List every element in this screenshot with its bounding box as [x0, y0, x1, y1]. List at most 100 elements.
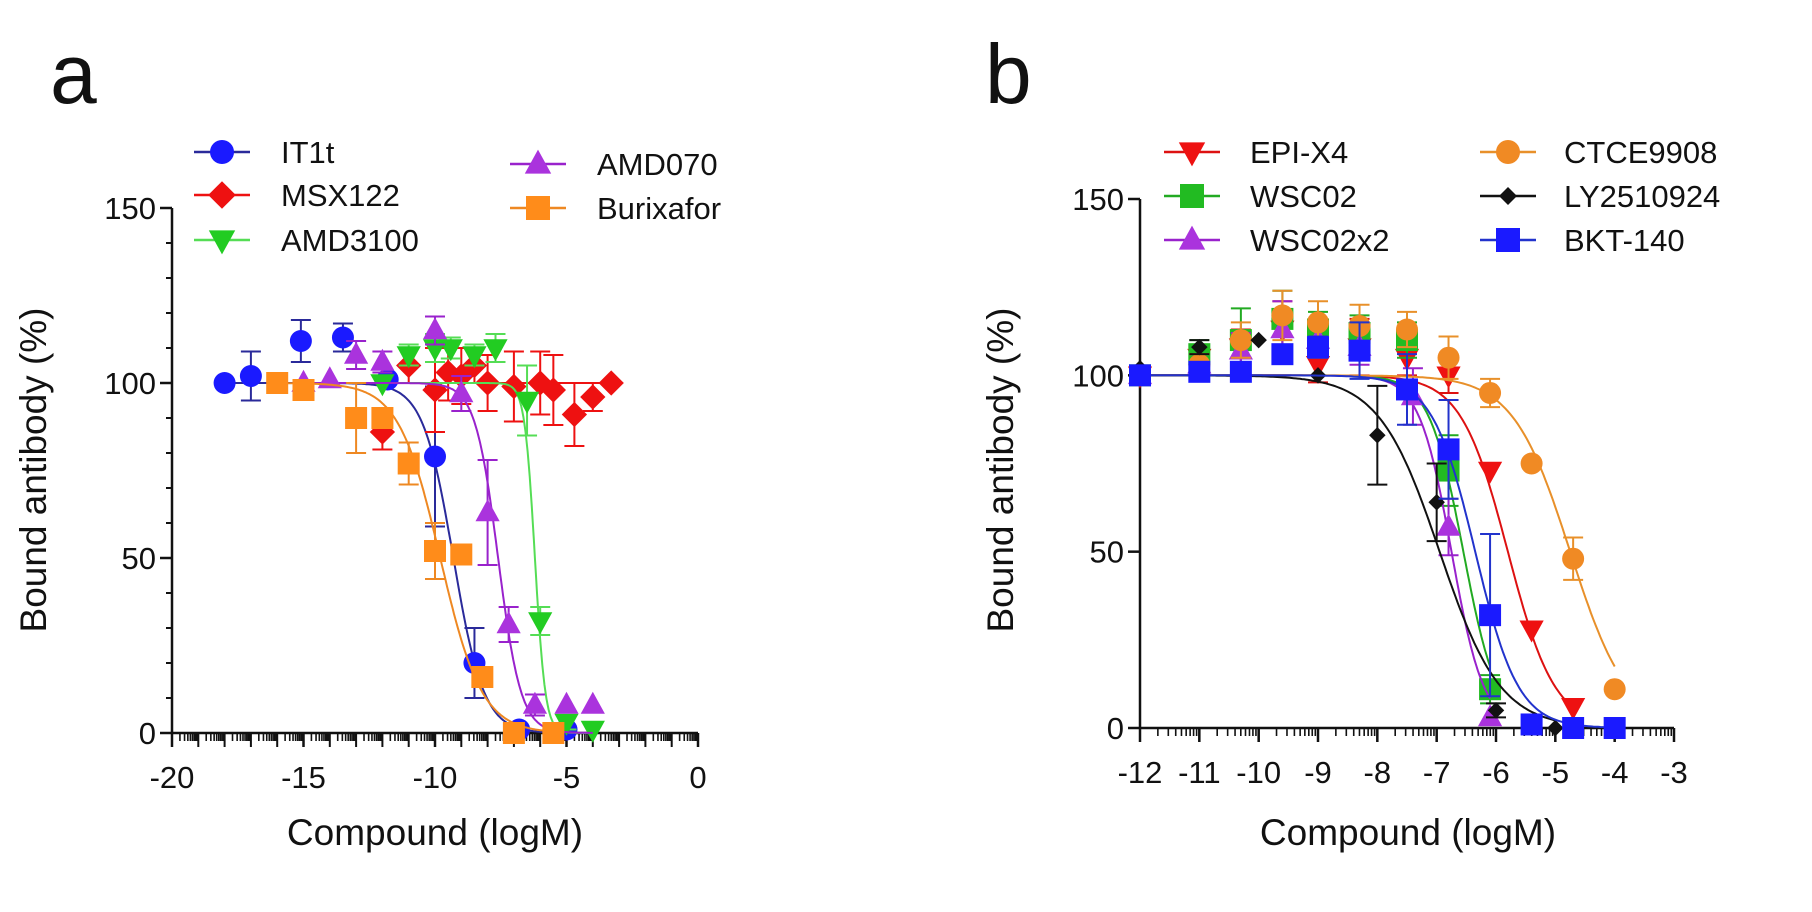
legend-label: CTCE9908: [1564, 135, 1717, 170]
data-point: [345, 407, 368, 429]
fit-curve: [1140, 374, 1574, 709]
data-point: [1479, 381, 1502, 404]
x-tick-label: -15: [281, 760, 326, 795]
legend-entry: MSX122: [194, 178, 400, 213]
y-tick-label: 0: [139, 716, 156, 751]
data-point: [522, 691, 548, 714]
legend-marker: [210, 140, 234, 164]
legend-entry: BKT-140: [1480, 223, 1685, 258]
data-point: [1603, 717, 1626, 739]
data-point: [554, 713, 579, 736]
x-tick-label: -10: [413, 760, 458, 795]
data-point: [528, 612, 553, 635]
x-tick-label: -5: [553, 760, 581, 795]
x-tick-label: -8: [1364, 755, 1392, 790]
data-point: [1437, 438, 1460, 461]
data-point: [450, 543, 473, 566]
data-point: [554, 691, 579, 714]
data-point: [1229, 360, 1252, 383]
data-point: [1307, 336, 1329, 359]
data-point: [483, 339, 508, 362]
legend-marker: [208, 181, 236, 209]
fit-curve: [303, 382, 593, 734]
data-point: [1348, 339, 1371, 362]
x-tick-label: -3: [1660, 755, 1688, 790]
data-point: [580, 384, 606, 410]
data-point: [396, 346, 421, 369]
data-point: [370, 374, 395, 397]
y-tick-label: 150: [1072, 182, 1124, 217]
data-point: [542, 722, 565, 744]
data-point: [1229, 329, 1252, 352]
data-point: [462, 346, 487, 369]
data-point: [1191, 338, 1208, 356]
data-point: [1562, 717, 1585, 739]
data-point: [471, 666, 494, 688]
data-point: [1520, 452, 1543, 475]
data-point: [1477, 704, 1503, 727]
data-point: [266, 372, 289, 394]
legend-entry: Burixafor: [510, 191, 721, 226]
legend-label: AMD3100: [281, 223, 419, 258]
y-tick-label: 100: [104, 366, 156, 401]
data-point: [1307, 311, 1329, 334]
x-tick-label: -9: [1304, 755, 1332, 790]
y-tick-label: 0: [1107, 711, 1124, 746]
data-point: [580, 720, 605, 743]
data-point: [1250, 331, 1267, 349]
data-point: [239, 365, 262, 387]
data-point: [1561, 698, 1586, 721]
data-point: [540, 377, 566, 403]
x-tick-label: -4: [1601, 755, 1629, 790]
y-axis-title: Bound antibody (%): [13, 308, 54, 633]
x-tick-label: -10: [1236, 755, 1281, 790]
series-bkt-140: [1129, 321, 1626, 739]
legend-entry: AMD070: [510, 147, 718, 182]
legend-marker: [1178, 142, 1206, 167]
data-point: [580, 691, 605, 714]
legend-label: AMD070: [597, 147, 718, 182]
legend-entry: WSC02x2: [1164, 223, 1390, 258]
data-point: [213, 372, 236, 394]
data-point: [422, 377, 448, 403]
data-point: [1396, 318, 1418, 341]
series-burixafor: [266, 372, 565, 744]
data-point: [371, 407, 394, 429]
legend-entry: IT1t: [194, 135, 335, 170]
data-point: [502, 722, 525, 744]
data-point: [1479, 604, 1502, 627]
data-point: [1396, 378, 1418, 401]
x-tick-label: -6: [1482, 755, 1510, 790]
legend-marker: [1496, 140, 1520, 164]
fit-curve: [1140, 374, 1556, 722]
y-tick-label: 50: [122, 541, 156, 576]
data-point: [331, 326, 354, 349]
data-point: [1437, 346, 1460, 369]
data-point: [561, 401, 588, 428]
data-point: [397, 452, 420, 475]
data-point: [1436, 513, 1461, 536]
data-point: [370, 348, 395, 371]
legend-entry: WSC02: [1164, 179, 1357, 214]
y-tick-label: 150: [104, 191, 156, 226]
y-tick-label: 100: [1072, 358, 1124, 393]
legend-label: WSC02x2: [1250, 223, 1390, 258]
legend-label: EPI-X4: [1250, 135, 1348, 170]
x-tick-label: -11: [1178, 755, 1221, 790]
legend-entry: EPI-X4: [1164, 135, 1348, 170]
data-point: [317, 366, 342, 389]
data-point: [1271, 343, 1294, 366]
legend-label: MSX122: [281, 178, 400, 213]
data-point: [1520, 713, 1543, 736]
panel-a: a 0 50 100 150 -20 -15 -10 -5 0 Compound (logM) Bou…: [13, 27, 721, 853]
data-point: [475, 499, 500, 522]
panel-letter: a: [50, 27, 97, 121]
legend-label: WSC02: [1250, 179, 1357, 214]
data-point: [1271, 304, 1294, 327]
data-point: [1519, 620, 1544, 643]
legend-marker: [524, 149, 552, 174]
data-point: [1562, 547, 1585, 570]
legend-label: LY2510924: [1564, 179, 1720, 214]
data-point: [424, 540, 446, 562]
